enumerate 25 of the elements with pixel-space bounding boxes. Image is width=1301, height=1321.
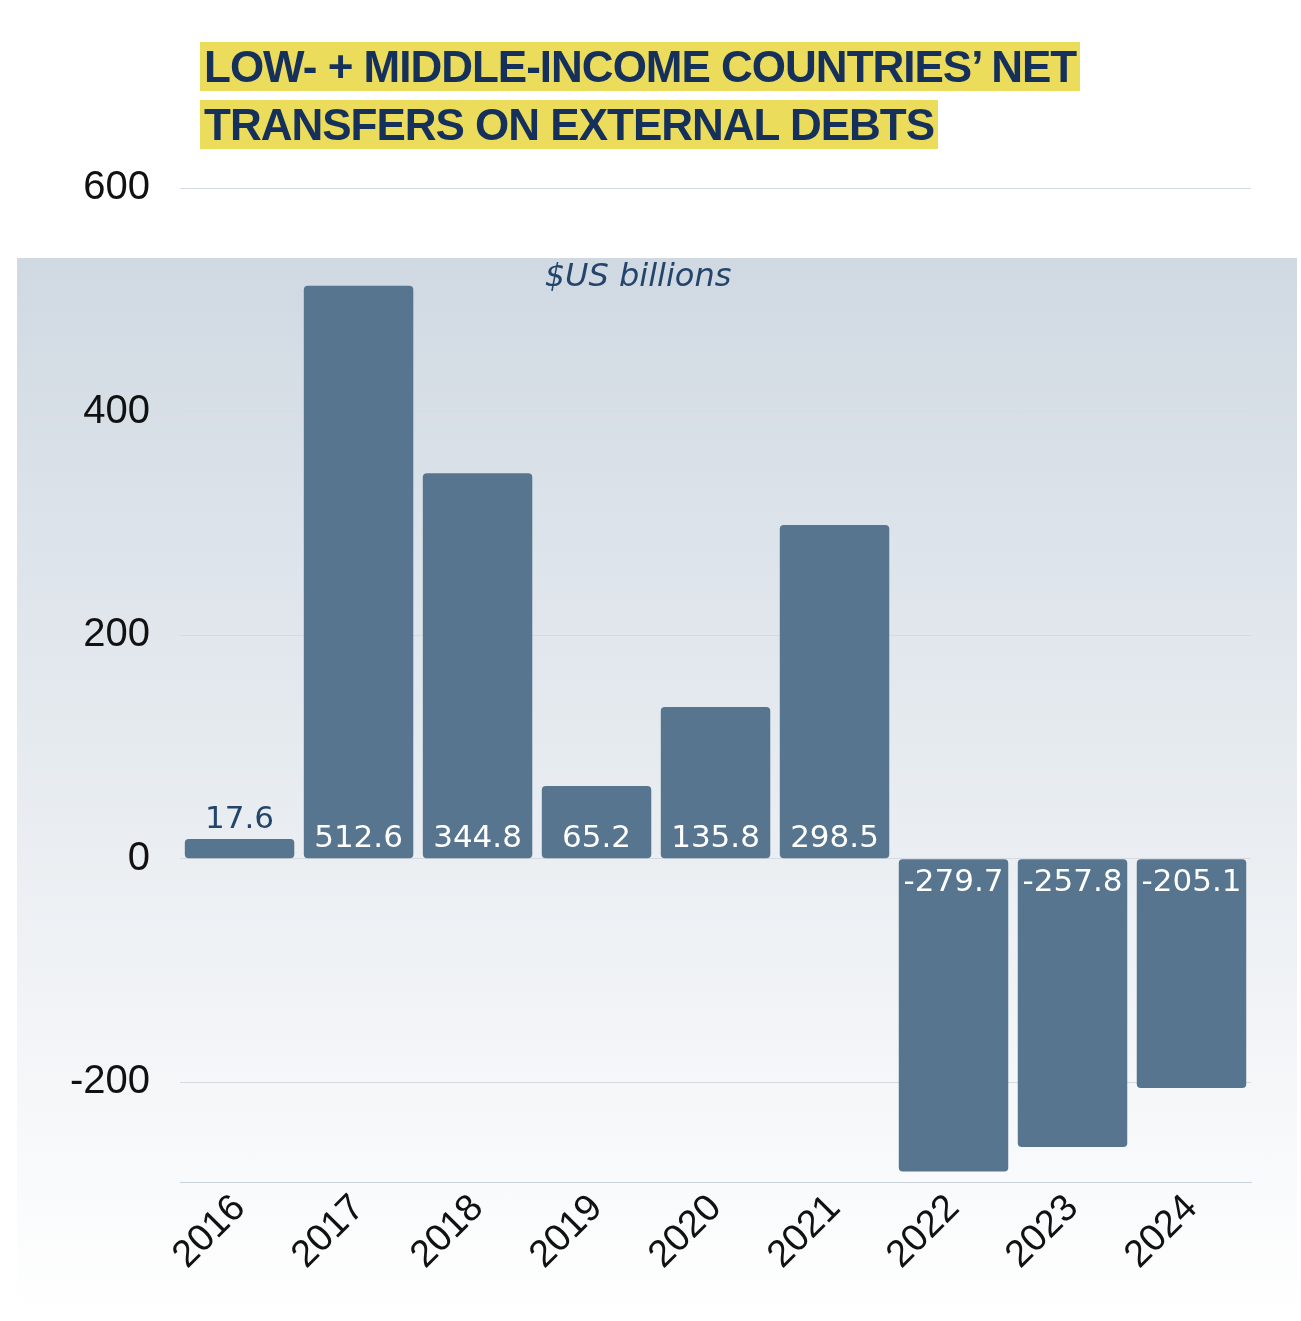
data-label: 65.2 (562, 817, 632, 854)
bar (303, 285, 414, 859)
bar (541, 785, 652, 859)
data-label: 512.6 (314, 817, 403, 854)
bar (422, 473, 533, 859)
bar (898, 859, 1009, 1172)
bar (1017, 859, 1128, 1147)
data-label: -205.1 (1141, 861, 1242, 898)
data-label: 17.6 (205, 798, 275, 835)
bar (1136, 859, 1247, 1089)
data-label: 135.8 (671, 817, 760, 854)
bar (779, 525, 890, 859)
data-label: 344.8 (433, 817, 522, 854)
y-tick-label: 200 (83, 610, 151, 655)
y-tick-label: -200 (70, 1057, 151, 1102)
bar (184, 839, 295, 859)
data-label: 298.5 (790, 817, 879, 854)
y-tick-label: 0 (127, 833, 151, 878)
bar (660, 706, 771, 859)
y-tick-label: 600 (83, 163, 151, 208)
y-tick-label: 400 (83, 386, 151, 431)
data-label: -279.7 (903, 861, 1004, 898)
data-label: -257.8 (1022, 861, 1123, 898)
text: $US billions (543, 256, 733, 294)
chart-title: LOW- + MIDDLE-INCOME COUNTRIES’ NET TRANSFERS ON EXTERNAL DEBTS (200, 42, 1081, 149)
